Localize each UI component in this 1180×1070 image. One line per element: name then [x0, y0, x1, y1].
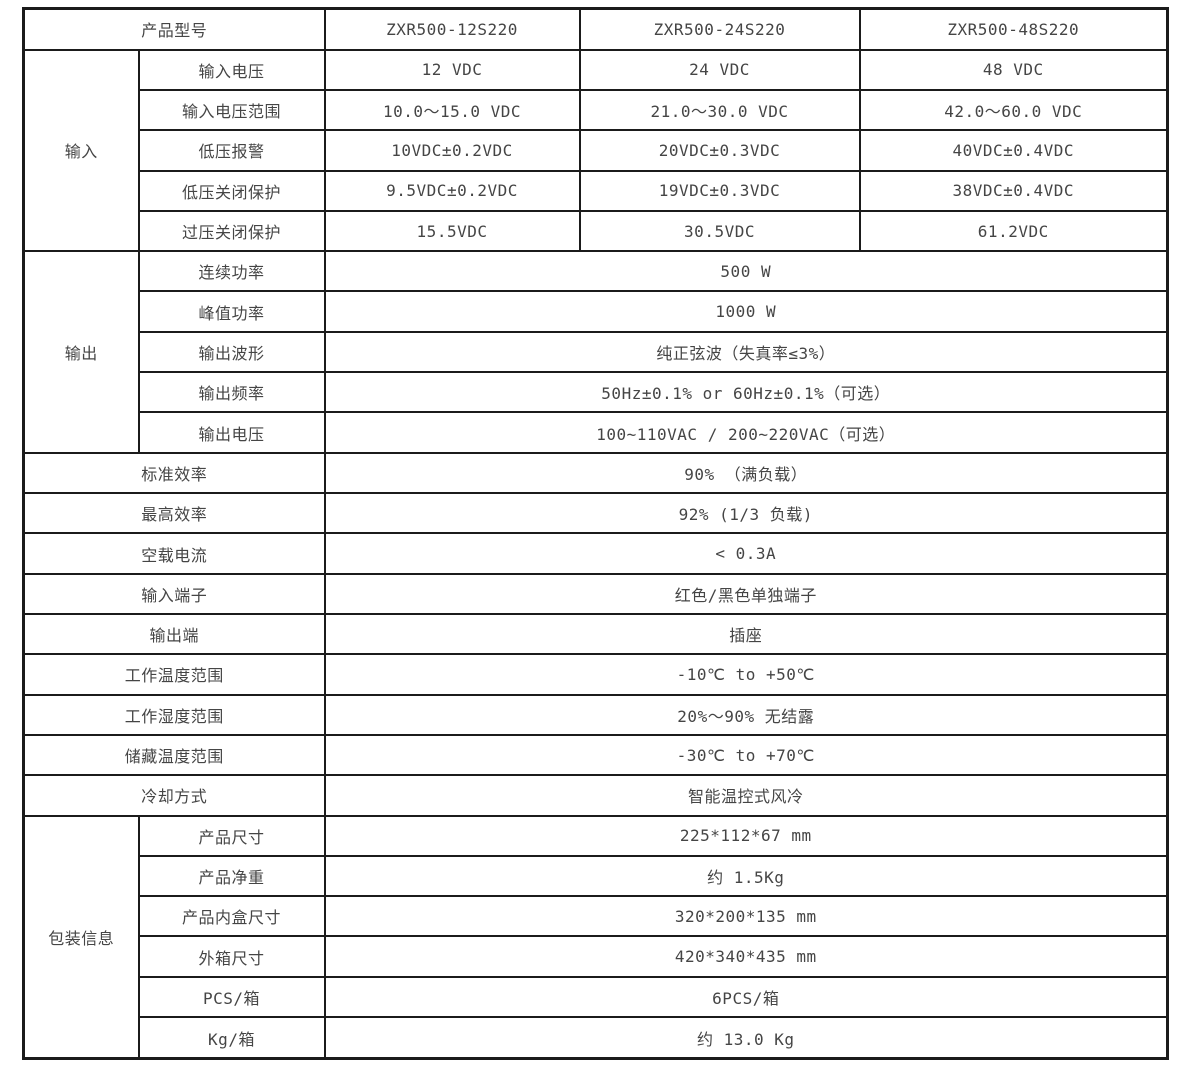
table-row: 峰值功率 1000 W	[24, 290, 1169, 333]
spec-label-cell: 输入端子	[22, 572, 326, 615]
spec-label-cell: 输出频率	[137, 371, 326, 414]
spec-value-cell: 10.0～15.0 VDC	[323, 88, 581, 132]
spec-value-cell: 42.0～60.0 VDC	[858, 88, 1169, 132]
spec-value-cell: 20%～90% 无结露	[323, 693, 1169, 736]
spec-value-cell: -30℃ to +70℃	[323, 733, 1169, 777]
spec-value-cell: 红色/黑色单独端子	[323, 572, 1169, 615]
spec-value-cell: 21.0～30.0 VDC	[578, 88, 861, 132]
spec-value-cell: 19VDC±0.3VDC	[578, 169, 861, 212]
table-row: 工作湿度范围 20%～90% 无结露	[22, 693, 1169, 736]
spec-value-cell: 420*340*435 mm	[323, 935, 1169, 978]
table-row: 最高效率 92% (1/3 负载)	[22, 492, 1169, 535]
spec-value-cell: 320*200*135 mm	[323, 895, 1169, 938]
table-row: PCS/箱 6PCS/箱	[24, 975, 1169, 1019]
table-row: 低压报警 10VDC±0.2VDC 20VDC±0.3VDC 40VDC±0.4…	[24, 129, 1169, 172]
table-row: 输出电压 100~110VAC / 200~220VAC（可选）	[24, 411, 1169, 454]
spec-label-cell: 标准效率	[22, 451, 326, 495]
table-row: 工作温度范围 -10℃ to +50℃	[22, 653, 1169, 696]
spec-value-cell: 225*112*67 mm	[323, 814, 1169, 857]
table-row: 输出端 插座	[22, 612, 1169, 656]
section-group-cell-input: 输入	[22, 48, 140, 253]
spec-label-cell: Kg/箱	[137, 1016, 326, 1060]
spec-label-cell: 峰值功率	[137, 290, 326, 333]
table-row: Kg/箱 约 13.0 Kg	[24, 1016, 1169, 1060]
section-group-cell-output: 输出	[22, 250, 140, 454]
table-row: 产品内盒尺寸 320*200*135 mm	[24, 895, 1169, 938]
spec-label-cell: 输出电压	[137, 411, 326, 454]
spec-label-cell: PCS/箱	[137, 975, 326, 1019]
table-row-model: 产品型号 ZXR500-12S220 ZXR500-24S220 ZXR500-…	[22, 7, 1169, 51]
spec-value-cell: 1000 W	[323, 290, 1169, 333]
spec-value-cell: 38VDC±0.4VDC	[858, 169, 1169, 212]
spec-value-cell: 20VDC±0.3VDC	[578, 129, 861, 172]
spec-value-cell: 500 W	[323, 250, 1169, 293]
spec-value-cell: 插座	[323, 612, 1169, 656]
spec-label-cell: 输出端	[22, 612, 326, 656]
spec-value-cell: 24 VDC	[578, 48, 861, 91]
spec-label-cell: 产品尺寸	[137, 814, 326, 857]
spec-value-cell: 12 VDC	[323, 48, 581, 91]
model-value-1: ZXR500-12S220	[323, 7, 581, 51]
spec-value-cell: < 0.3A	[323, 532, 1169, 575]
spec-value-cell: 15.5VDC	[323, 209, 581, 253]
table-row: 输入电压范围 10.0～15.0 VDC 21.0～30.0 VDC 42.0～…	[24, 88, 1169, 132]
table-row: 空载电流 < 0.3A	[22, 532, 1169, 575]
spec-value-cell: 61.2VDC	[858, 209, 1169, 253]
spec-value-cell: 6PCS/箱	[323, 975, 1169, 1019]
table-row: 低压关闭保护 9.5VDC±0.2VDC 19VDC±0.3VDC 38VDC±…	[24, 169, 1169, 212]
spec-value-cell: -10℃ to +50℃	[323, 653, 1169, 696]
model-value-3: ZXR500-48S220	[858, 7, 1169, 51]
section-group-cell-packaging: 包装信息	[22, 814, 140, 1060]
spec-value-cell: 100~110VAC / 200~220VAC（可选）	[323, 411, 1169, 454]
table-row: 输出 连续功率 500 W	[22, 250, 1169, 454]
table-row: 外箱尺寸 420*340*435 mm	[24, 935, 1169, 978]
table-row: 输入 输入电压 12 VDC 24 VDC 48 VDC	[22, 48, 1169, 253]
spec-label-cell: 低压报警	[137, 129, 326, 172]
spec-label-cell: 产品净重	[137, 854, 326, 898]
table-row: 输出频率 50Hz±0.1% or 60Hz±0.1%（可选）	[24, 371, 1169, 414]
spec-value-cell: 40VDC±0.4VDC	[858, 129, 1169, 172]
spec-label-cell: 储藏温度范围	[22, 733, 326, 777]
model-row-label: 产品型号	[22, 7, 326, 51]
spec-label-cell: 外箱尺寸	[137, 935, 326, 978]
spec-label-cell: 输入电压范围	[137, 88, 326, 132]
table-row: 标准效率 90% （满负载）	[22, 451, 1169, 495]
spec-value-cell: 10VDC±0.2VDC	[323, 129, 581, 172]
table-row: 冷却方式 智能温控式风冷	[22, 774, 1169, 817]
spec-value-cell: 30.5VDC	[578, 209, 861, 253]
spec-value-cell: 智能温控式风冷	[323, 774, 1169, 817]
spec-value-cell: 约 13.0 Kg	[323, 1016, 1169, 1060]
table-row: 储藏温度范围 -30℃ to +70℃	[22, 733, 1169, 777]
spec-value-cell: 90% （满负载）	[323, 451, 1169, 495]
product-spec-table: 产品型号 ZXR500-12S220 ZXR500-24S220 ZXR500-…	[22, 7, 1170, 1060]
spec-label-cell: 产品内盒尺寸	[137, 895, 326, 938]
model-value-2: ZXR500-24S220	[578, 7, 861, 51]
spec-value-cell: 纯正弦波（失真率≤3%）	[323, 330, 1169, 374]
spec-label-cell: 连续功率	[137, 250, 326, 293]
spec-label-cell: 冷却方式	[22, 774, 326, 817]
spec-value-cell: 50Hz±0.1% or 60Hz±0.1%（可选）	[323, 371, 1169, 414]
spec-label-cell: 输出波形	[137, 330, 326, 374]
table-row: 包装信息 产品尺寸 225*112*67 mm	[22, 814, 1169, 1060]
spec-value-cell: 约 1.5Kg	[323, 854, 1169, 898]
table-row: 输入端子 红色/黑色单独端子	[22, 572, 1169, 615]
spec-label-cell: 空载电流	[22, 532, 326, 575]
spec-label-cell: 输入电压	[137, 48, 326, 91]
spec-label-cell: 低压关闭保护	[137, 169, 326, 212]
table-row: 过压关闭保护 15.5VDC 30.5VDC 61.2VDC	[24, 209, 1169, 253]
spec-label-cell: 工作温度范围	[22, 653, 326, 696]
spec-value-cell: 92% (1/3 负载)	[323, 492, 1169, 535]
table-row: 产品净重 约 1.5Kg	[24, 854, 1169, 898]
spec-value-cell: 9.5VDC±0.2VDC	[323, 169, 581, 212]
spec-label-cell: 过压关闭保护	[137, 209, 326, 253]
spec-value-cell: 48 VDC	[858, 48, 1169, 91]
spec-label-cell: 最高效率	[22, 492, 326, 535]
table-row: 输出波形 纯正弦波（失真率≤3%）	[24, 330, 1169, 374]
spec-label-cell: 工作湿度范围	[22, 693, 326, 736]
